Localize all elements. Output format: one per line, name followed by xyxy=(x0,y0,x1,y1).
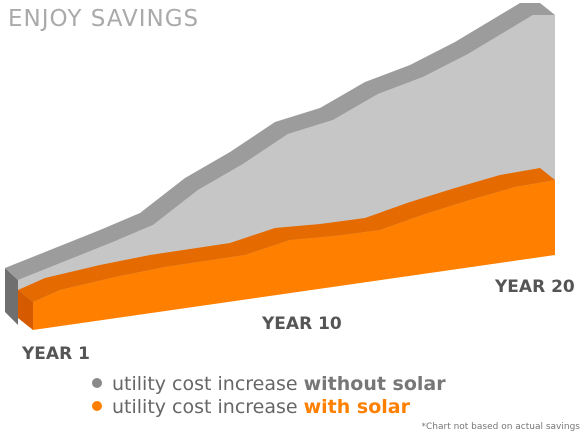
gray-side xyxy=(5,268,18,325)
title: ENJOY SAVINGS xyxy=(8,6,199,32)
legend-text: utility cost increase xyxy=(112,396,298,418)
legend-text: utility cost increase xyxy=(112,373,298,395)
orange-side xyxy=(18,290,33,330)
year-label: YEAR 10 xyxy=(261,314,342,334)
orange-top xyxy=(18,168,555,302)
year-label: YEAR 1 xyxy=(21,344,90,364)
orange-front xyxy=(33,180,555,330)
footnote: *Chart not based on actual savings xyxy=(421,422,580,432)
legend-bullet xyxy=(92,378,102,388)
legend-entry: utility cost increase without solar xyxy=(112,373,446,395)
legend-entry: utility cost increase with solar xyxy=(112,396,411,418)
legend-emphasis: without solar xyxy=(304,373,447,395)
gray-top xyxy=(5,3,555,280)
legend-bullet xyxy=(92,401,102,411)
year-label: YEAR 20 xyxy=(494,277,575,297)
legend-emphasis: with solar xyxy=(304,396,411,418)
